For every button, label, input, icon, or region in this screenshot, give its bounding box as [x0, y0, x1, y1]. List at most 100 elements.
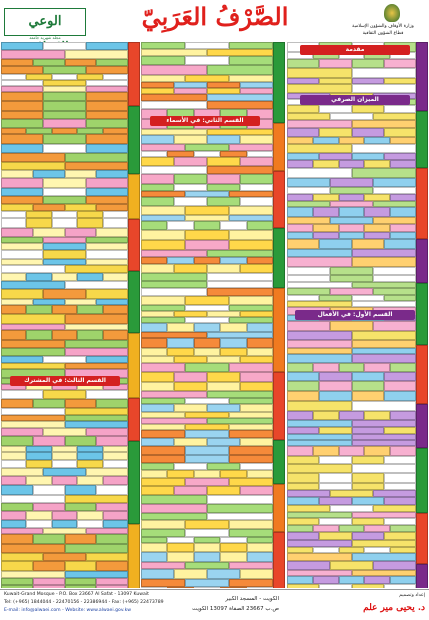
- table-cell: [141, 372, 174, 382]
- table-cell: [351, 144, 416, 153]
- table-cell: [51, 211, 78, 218]
- table-cell: [229, 42, 273, 49]
- table-cell: [338, 446, 365, 456]
- table-cell: [287, 267, 330, 275]
- table-cell: [141, 215, 185, 221]
- section-title: القسم الثالث: في المشترك: [10, 376, 120, 386]
- table-cell: [319, 532, 352, 540]
- table-cell: [1, 178, 44, 188]
- emblem: [384, 4, 400, 22]
- table-cell: [43, 528, 86, 534]
- table-cell: [85, 259, 128, 265]
- table-cell: [185, 579, 229, 587]
- poster-title: الصَّرْفُ العَرَبِيّ: [141, 2, 289, 31]
- table-cell: [330, 187, 373, 194]
- header: الوعي الإسلامي مجلة شهرية جامعة الصَّرْف…: [0, 0, 429, 55]
- table-cell: [383, 381, 416, 391]
- table-cell: [141, 174, 174, 184]
- table-cell: [287, 239, 320, 249]
- table-cell: [240, 135, 273, 144]
- table-cell: [287, 411, 313, 420]
- table-cell: [240, 463, 273, 470]
- table-cell: [174, 197, 207, 206]
- table-cell: [141, 398, 185, 404]
- table-cell: [390, 160, 416, 168]
- table-cell: [207, 82, 240, 88]
- side-strip: [273, 372, 285, 440]
- table-cell: [287, 224, 313, 232]
- table-cell: [51, 273, 78, 281]
- table-cell: [351, 440, 416, 446]
- table-cell: [64, 281, 128, 289]
- table-cell: [390, 525, 416, 532]
- table-cell: [174, 356, 207, 363]
- footer-address-ar: الكويت - المسجد الكبير: [225, 596, 279, 602]
- table-cell: [1, 144, 44, 153]
- table-cell: [102, 460, 128, 468]
- table-cell: [43, 92, 86, 101]
- table-cell: [229, 296, 273, 305]
- table-cell: [96, 585, 128, 588]
- table-cell: [1, 561, 33, 571]
- table-cell: [51, 305, 78, 314]
- table-cell: [383, 372, 416, 381]
- table-cell: [207, 495, 273, 504]
- table-cell: [141, 305, 185, 311]
- table-cell: [207, 391, 273, 398]
- table-cell: [64, 340, 128, 348]
- table-cell: [383, 532, 416, 540]
- table-cell: [141, 382, 174, 391]
- table-cell: [351, 391, 384, 401]
- table-cell: [77, 446, 103, 452]
- table-cell: [26, 446, 52, 452]
- side-strip: [273, 288, 285, 372]
- table-cell: [319, 391, 352, 401]
- credit-label: إعداد وتصميم: [399, 593, 425, 598]
- table-cell: [64, 170, 97, 178]
- table-cell: [373, 288, 416, 295]
- table-cell: [1, 363, 65, 369]
- table-cell: [102, 511, 128, 520]
- table-cell: [364, 547, 391, 553]
- table-cell: [96, 204, 128, 211]
- table-cell: [312, 232, 339, 239]
- table-cell: [287, 473, 320, 483]
- table-cell: [383, 153, 416, 160]
- table-cell: [287, 153, 320, 160]
- table-cell: [390, 137, 416, 144]
- table-cell: [77, 218, 103, 228]
- section-title: الميزان الصرفي: [300, 95, 410, 105]
- footer-email: E-mail: info@alwaei.com - Website: www.a…: [4, 608, 132, 613]
- table-cell: [174, 438, 207, 446]
- table-cell: [64, 436, 97, 446]
- table-cell: [141, 311, 174, 317]
- table-cell: [32, 59, 65, 66]
- table-cell: [185, 363, 229, 372]
- table-cell: [64, 415, 128, 421]
- table-cell: [319, 105, 352, 113]
- table-cell: [338, 411, 365, 420]
- table-cell: [77, 128, 103, 134]
- table-cell: [383, 78, 416, 84]
- table-cell: [207, 197, 240, 206]
- table-cell: [220, 470, 247, 478]
- table-cell: [43, 250, 86, 259]
- table-cell: [383, 473, 416, 483]
- table-cell: [287, 354, 352, 363]
- table-cell: [167, 470, 194, 478]
- table-cell: [141, 42, 185, 49]
- table-cell: [287, 570, 352, 576]
- table-cell: [287, 217, 330, 224]
- table-cell: [102, 128, 128, 134]
- table-cell: [141, 273, 207, 281]
- table-cell: [287, 525, 313, 532]
- table-cell: [287, 540, 352, 547]
- table-cell: [338, 194, 365, 201]
- ministry-name: وزارة الأوقاف والشؤون الإسلامية: [352, 24, 414, 29]
- table-cell: [102, 476, 128, 485]
- table-cell: [287, 321, 330, 331]
- table-cell: [287, 518, 320, 525]
- side-strip: [273, 171, 285, 228]
- table-cell: [51, 511, 78, 520]
- table-cell: [193, 552, 221, 562]
